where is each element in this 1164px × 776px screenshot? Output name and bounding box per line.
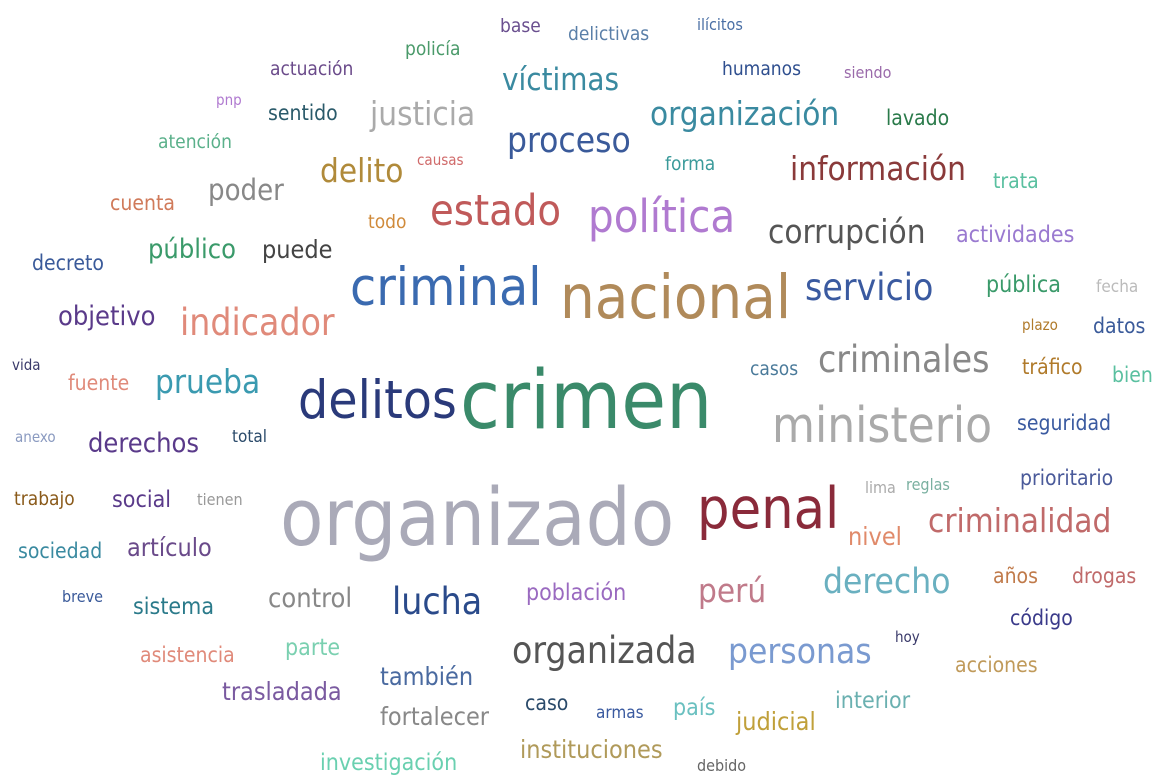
word: breve <box>62 587 103 606</box>
word: base <box>500 15 541 37</box>
word: pública <box>986 272 1061 298</box>
word: debido <box>697 756 746 775</box>
word: poder <box>208 173 284 207</box>
word: criminales <box>818 338 990 381</box>
word: todo <box>368 211 406 233</box>
word: código <box>1010 606 1073 630</box>
word: actuación <box>270 58 353 80</box>
word: objetivo <box>58 301 155 332</box>
word: trabajo <box>14 488 75 510</box>
word: delitos <box>298 370 457 431</box>
word: lima <box>865 478 896 497</box>
word: tienen <box>197 490 243 509</box>
word: policía <box>405 38 460 60</box>
word: estado <box>430 186 561 236</box>
word: humanos <box>722 58 801 80</box>
word: total <box>232 427 267 447</box>
word: también <box>380 662 473 691</box>
word: años <box>993 564 1038 588</box>
word: crimen <box>460 354 712 448</box>
word: acciones <box>955 653 1038 677</box>
word: vida <box>12 356 41 374</box>
word: social <box>112 487 171 513</box>
word: decreto <box>32 251 104 275</box>
word: instituciones <box>520 735 663 764</box>
word: bien <box>1112 363 1153 387</box>
word: corrupción <box>768 212 926 251</box>
word: nacional <box>560 262 791 333</box>
word: casos <box>750 358 798 380</box>
word: drogas <box>1072 564 1136 588</box>
word: público <box>148 234 236 265</box>
word: víctimas <box>502 62 619 98</box>
word: delictivas <box>568 23 649 45</box>
word: sistema <box>133 594 214 620</box>
word: caso <box>525 691 568 715</box>
word: servicio <box>805 266 933 309</box>
word: asistencia <box>140 643 235 667</box>
word: tráfico <box>1022 355 1083 379</box>
word: anexo <box>15 428 56 446</box>
word: derecho <box>823 562 950 602</box>
word: información <box>790 149 966 188</box>
word: penal <box>697 476 839 542</box>
word: causas <box>417 151 464 169</box>
word: atención <box>158 131 232 153</box>
word: armas <box>596 703 644 723</box>
word: criminalidad <box>928 501 1111 540</box>
word: organizado <box>280 472 674 564</box>
word: pnp <box>216 91 242 109</box>
word: parte <box>285 635 340 661</box>
word: proceso <box>507 121 631 161</box>
word: trasladada <box>222 677 342 706</box>
word: país <box>673 695 715 721</box>
word: indicador <box>180 301 335 344</box>
word: justicia <box>369 94 475 133</box>
word: fortalecer <box>380 702 490 731</box>
word: perú <box>698 571 766 610</box>
word: actividades <box>956 222 1074 248</box>
word: fuente <box>68 371 129 395</box>
word: política <box>588 190 735 243</box>
word: seguridad <box>1017 411 1111 435</box>
word: cuenta <box>110 191 175 215</box>
word: organizada <box>512 629 697 672</box>
word: investigación <box>320 750 457 776</box>
word: lavado <box>886 106 949 130</box>
word: datos <box>1093 314 1145 338</box>
word: artículo <box>127 533 212 562</box>
word: derechos <box>88 428 199 459</box>
word: hoy <box>895 628 920 646</box>
word: prioritario <box>1020 466 1113 490</box>
word: interior <box>835 688 911 714</box>
word: ministerio <box>772 397 992 454</box>
word: puede <box>262 235 333 264</box>
word: lucha <box>392 580 482 623</box>
word: judicial <box>735 707 816 736</box>
word: forma <box>665 153 715 175</box>
word: siendo <box>844 63 892 82</box>
word: personas <box>728 632 872 672</box>
word: organización <box>650 94 839 133</box>
word: control <box>268 583 352 614</box>
word: criminal <box>350 257 541 318</box>
word: ilícitos <box>697 15 743 34</box>
word: sociedad <box>18 539 102 563</box>
word: reglas <box>906 475 950 494</box>
word: sentido <box>268 101 338 125</box>
word: población <box>526 580 626 606</box>
word: prueba <box>155 362 260 401</box>
word: fecha <box>1096 277 1138 297</box>
word: plazo <box>1022 316 1058 334</box>
word: trata <box>993 169 1039 193</box>
word: nivel <box>848 522 902 551</box>
word: delito <box>320 151 403 190</box>
